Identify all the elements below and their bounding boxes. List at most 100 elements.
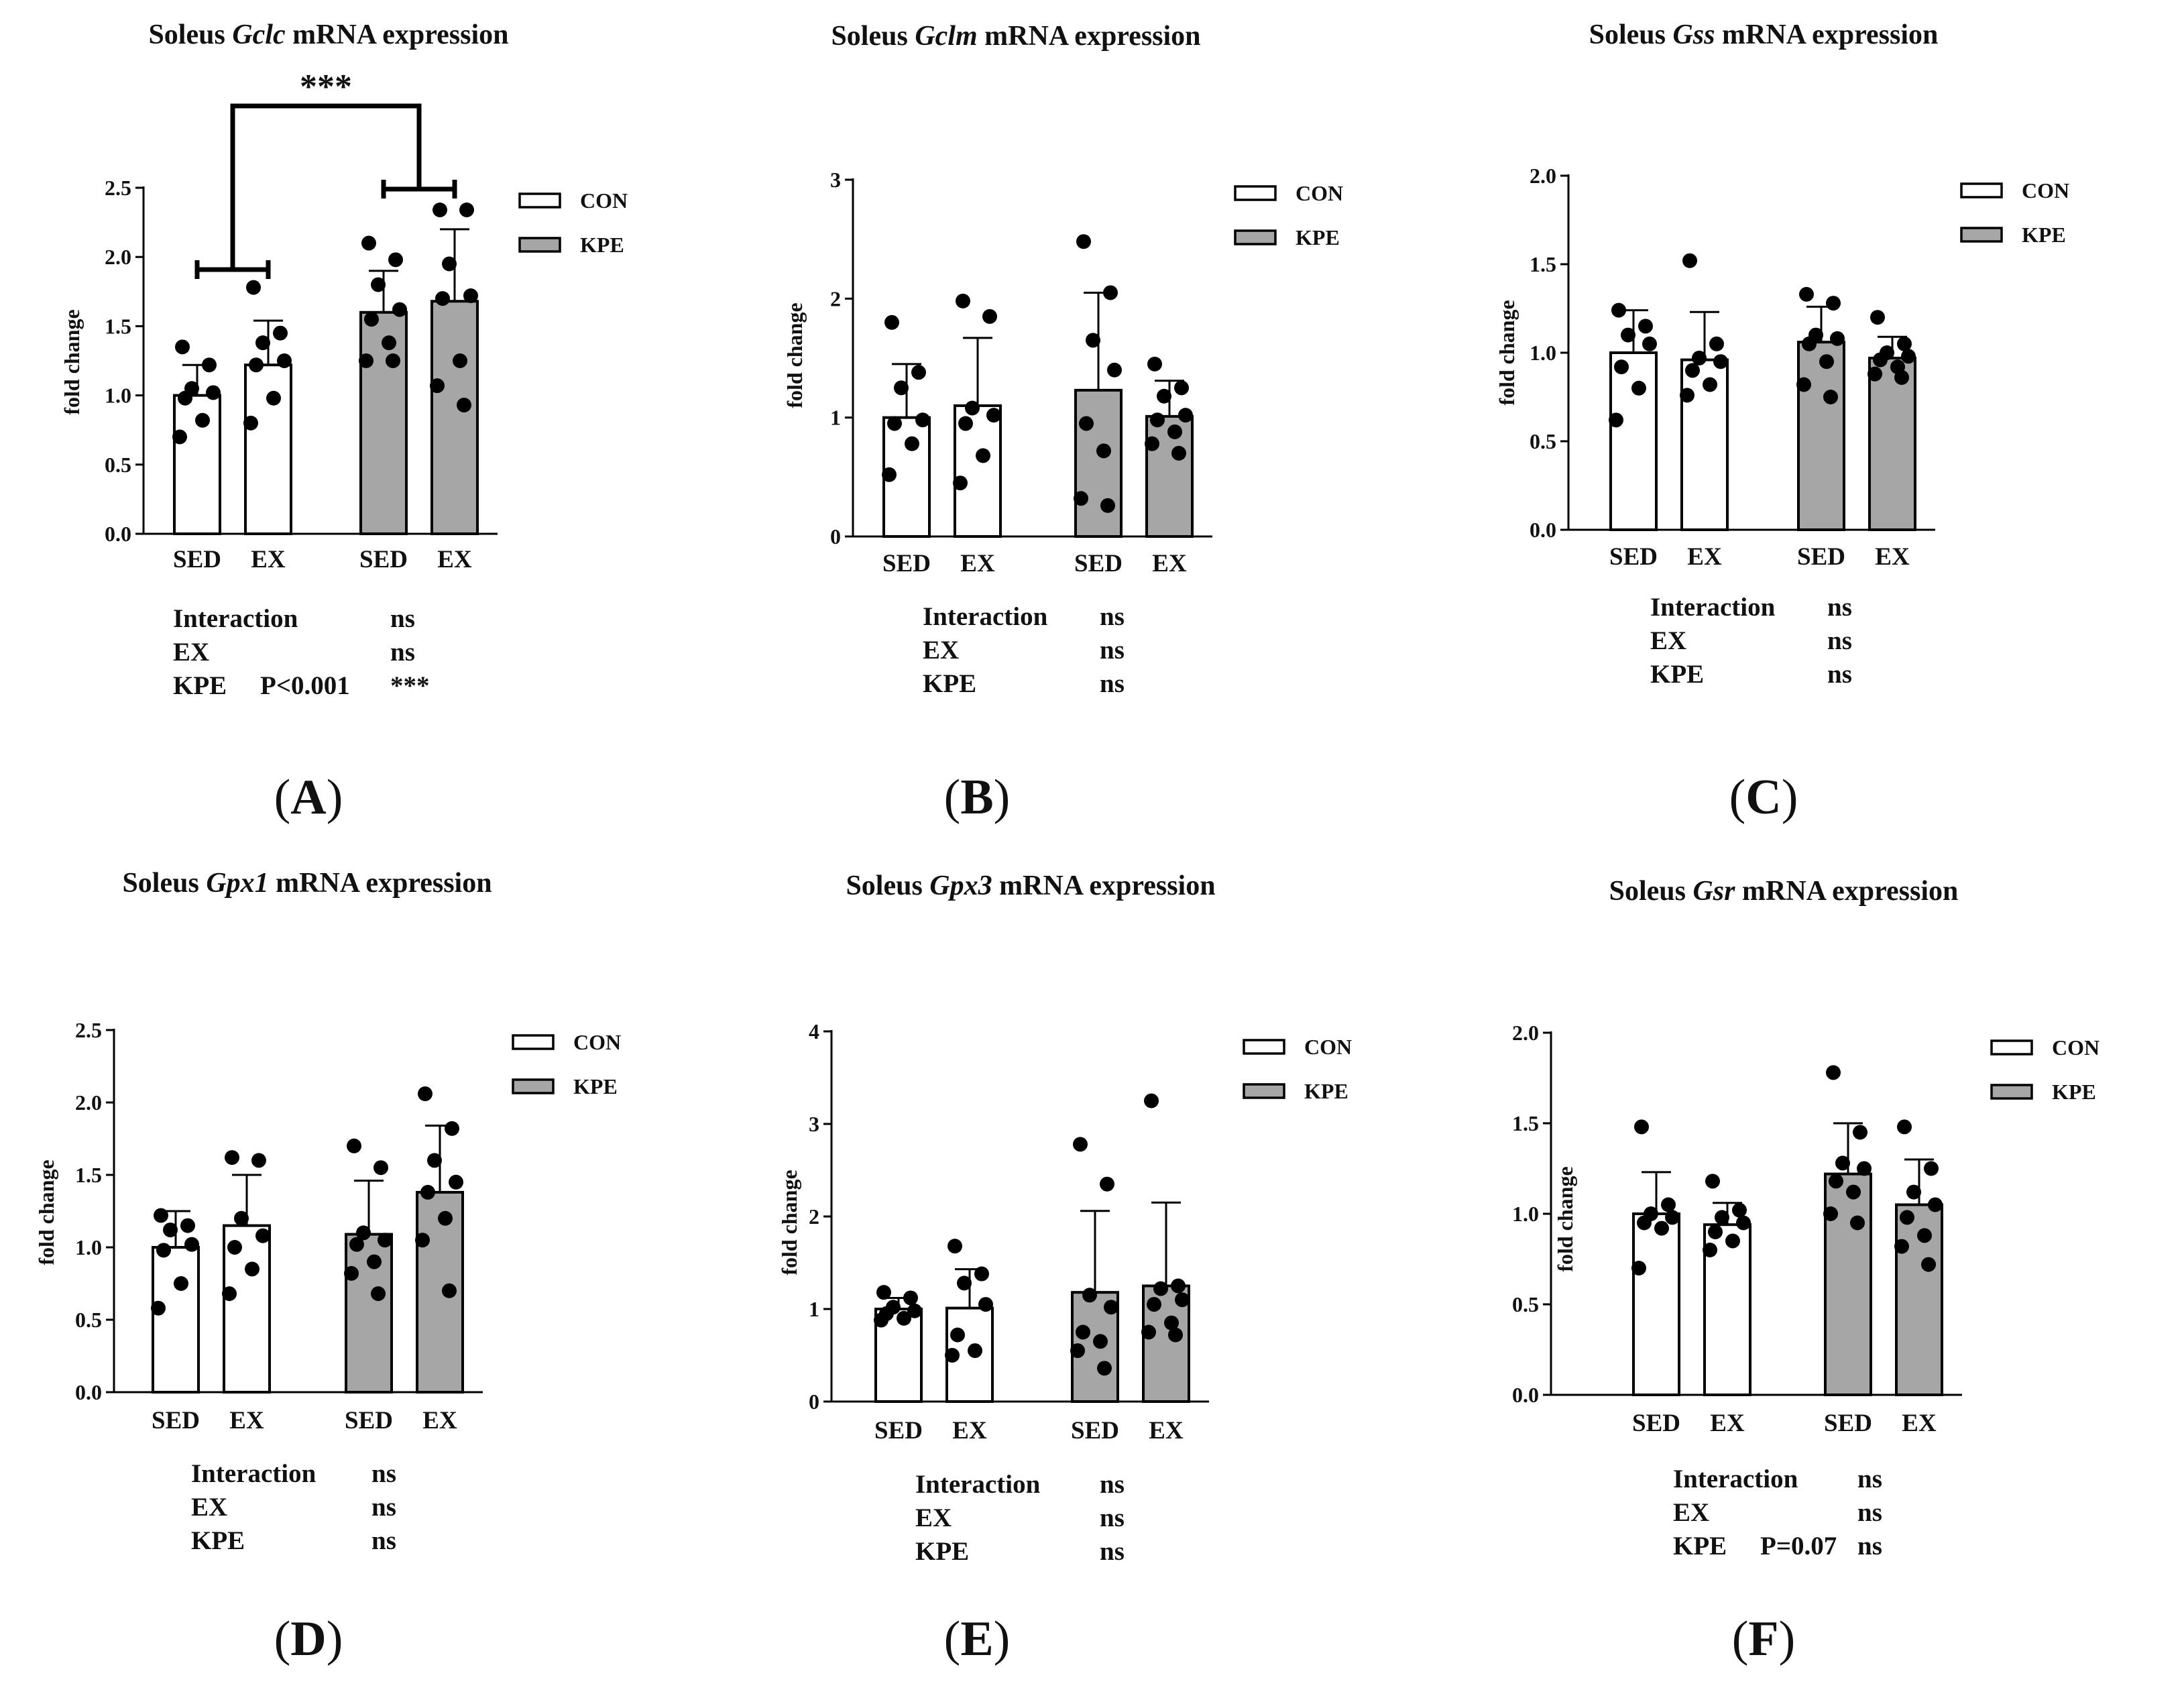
bar-kpe xyxy=(430,300,479,535)
data-point xyxy=(1107,362,1122,378)
y-tick-label: 3 xyxy=(809,1112,819,1136)
data-point xyxy=(225,1150,239,1166)
title-gene: Gpx1 xyxy=(206,868,268,899)
data-point xyxy=(1147,1297,1161,1312)
data-point xyxy=(1867,366,1882,382)
data-point xyxy=(950,1327,965,1343)
panel-paren-close: ) xyxy=(327,770,343,825)
data-point xyxy=(180,1218,195,1233)
stat-result: ns xyxy=(1100,636,1125,665)
data-point xyxy=(1609,412,1623,428)
stat-result: ns xyxy=(1100,1503,1125,1532)
x-category-label: SED xyxy=(1609,543,1658,571)
title-suffix: mRNA expression xyxy=(992,870,1216,901)
panel-paren-open: ( xyxy=(1732,1611,1749,1666)
data-point xyxy=(364,312,379,327)
y-tick-label: 2.0 xyxy=(75,1090,102,1115)
legend-label: KPE xyxy=(2022,223,2066,247)
data-point xyxy=(1637,1215,1652,1231)
data-point xyxy=(1621,327,1635,343)
y-axis-label: fold change xyxy=(34,1159,58,1265)
data-point xyxy=(1073,1137,1088,1152)
legend-swatch xyxy=(1243,1083,1285,1099)
data-point xyxy=(172,429,187,445)
chart-title: Soleus Gclm mRNA expression xyxy=(831,21,1200,52)
y-tick-label: 2 xyxy=(809,1204,819,1229)
chart-title: Soleus Gsr mRNA expression xyxy=(1609,876,1959,907)
bar-kpe xyxy=(1797,341,1845,531)
data-point xyxy=(905,436,919,451)
legend-swatch xyxy=(518,237,561,253)
panel-paren-close: ) xyxy=(1782,770,1798,825)
data-point xyxy=(1901,349,1916,364)
data-point xyxy=(459,203,474,218)
data-point xyxy=(982,308,997,324)
y-tick-label: 1.0 xyxy=(75,1235,102,1259)
data-point xyxy=(1076,234,1091,249)
x-category-label: EX xyxy=(1902,1410,1937,1437)
data-point xyxy=(347,1138,361,1153)
stat-effect: Interaction xyxy=(1673,1465,1798,1493)
title-prefix: Soleus xyxy=(148,19,232,50)
data-point xyxy=(1611,302,1626,318)
x-category-label: EX xyxy=(1149,1417,1184,1444)
title-gene: Gsr xyxy=(1692,876,1735,907)
data-point xyxy=(1830,331,1845,346)
data-point xyxy=(1631,380,1646,396)
title-suffix: mRNA expression xyxy=(978,21,1201,52)
y-tick-label: 1.0 xyxy=(105,384,131,408)
data-point xyxy=(965,400,980,416)
panel-paren-open: ( xyxy=(944,770,961,825)
y-tick-label: 1 xyxy=(830,406,841,430)
data-point xyxy=(1171,1278,1186,1294)
data-point xyxy=(435,291,450,306)
x-category-label: EX xyxy=(1152,550,1187,577)
data-point xyxy=(882,467,897,482)
legend-swatch xyxy=(1960,227,2003,243)
data-point xyxy=(1079,416,1094,431)
stat-result: ns xyxy=(371,1493,396,1522)
title-prefix: Soleus xyxy=(122,868,206,899)
legend-label: CON xyxy=(573,1030,621,1054)
data-point xyxy=(1906,1184,1921,1200)
data-point xyxy=(255,335,270,351)
chart-title: Soleus Gpx3 mRNA expression xyxy=(846,870,1215,901)
stat-result: ns xyxy=(390,638,415,667)
data-point xyxy=(1846,1184,1861,1200)
panel-paren-open: ( xyxy=(1729,770,1746,825)
data-point xyxy=(420,1184,435,1200)
x-category-label: SED xyxy=(345,1407,393,1434)
stat-result: ns xyxy=(1100,669,1125,698)
panel-b: Soleus Gclm mRNA expression 0 1 2 3 fold chan… xyxy=(783,21,1343,825)
data-point xyxy=(1928,1197,1943,1212)
title-prefix: Soleus xyxy=(831,21,915,52)
stat-result: ns xyxy=(1827,626,1852,655)
data-point xyxy=(392,302,407,317)
stat-result: ns xyxy=(1827,593,1852,622)
data-point xyxy=(1070,1343,1085,1359)
data-point xyxy=(1086,333,1100,348)
data-point xyxy=(361,235,376,251)
stat-effect: KPE xyxy=(191,1526,245,1555)
panel-paren-open: ( xyxy=(274,1611,291,1666)
data-point xyxy=(887,416,902,431)
panel-e: Soleus Gpx3 mRNA expression 0 1 2 3 4 fold cha… xyxy=(777,870,1352,1666)
x-category-label: EX xyxy=(1710,1410,1745,1437)
data-point xyxy=(1732,1202,1747,1218)
data-point xyxy=(1153,1281,1168,1296)
data-point xyxy=(156,1243,171,1258)
data-point xyxy=(1661,1197,1676,1212)
stat-effect: KPE xyxy=(915,1537,969,1566)
data-point xyxy=(206,385,221,400)
stat-result: ns xyxy=(371,1459,396,1488)
panel-a: Soleus Gclc mRNA expression 0.0 0.5 1.0 1.5 2… xyxy=(60,19,628,825)
stat-effect: EX xyxy=(173,638,209,667)
panel-letter: E xyxy=(960,1611,993,1666)
data-point xyxy=(1713,354,1728,370)
panel-paren-open: ( xyxy=(944,1611,961,1666)
x-category-label: SED xyxy=(874,1417,923,1444)
panel-letter: C xyxy=(1745,770,1781,825)
data-point xyxy=(986,408,1001,423)
data-point xyxy=(1829,1174,1843,1189)
data-point xyxy=(1144,1093,1159,1109)
